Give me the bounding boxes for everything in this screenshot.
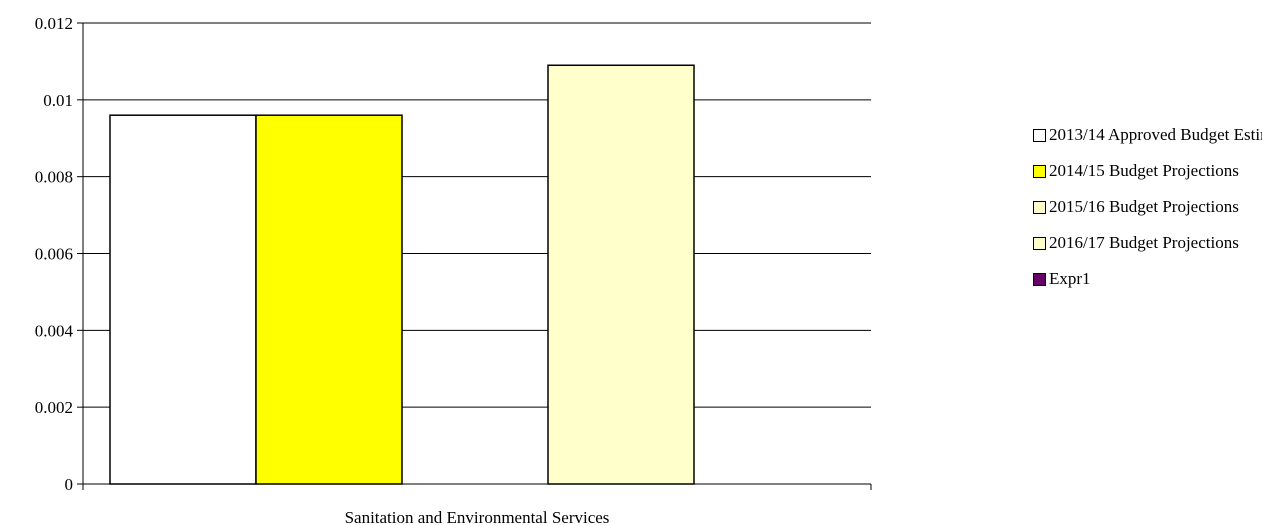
- legend-label: 2015/16 Budget Projections: [1049, 197, 1239, 216]
- y-tick-label: 0.01: [43, 91, 73, 110]
- legend-item: 2014/15 Budget Projections: [1033, 153, 1262, 189]
- x-category-label: Sanitation and Environmental Services: [345, 508, 610, 525]
- legend-label: 2016/17 Budget Projections: [1049, 233, 1239, 252]
- legend-swatch: [1033, 200, 1046, 214]
- y-tick-label: 0.006: [35, 245, 73, 264]
- y-tick-label: 0.004: [35, 321, 74, 340]
- legend-item: 2013/14 Approved Budget Estimates: [1033, 117, 1262, 153]
- legend-item: Expr1: [1033, 261, 1262, 297]
- legend-swatch: [1033, 128, 1046, 142]
- y-tick-label: 0.002: [35, 398, 73, 417]
- legend: 2013/14 Approved Budget Estimates 2014/15…: [1033, 117, 1262, 297]
- legend-swatch: [1033, 236, 1046, 250]
- y-tick-label: 0.012: [35, 14, 73, 33]
- y-tick-label: 0.008: [35, 168, 73, 187]
- legend-label: 2013/14 Approved Budget Estimates: [1049, 125, 1262, 144]
- bar: [109, 114, 257, 485]
- bar: [547, 64, 695, 485]
- legend-label: Expr1: [1049, 269, 1091, 288]
- legend-item: 2015/16 Budget Projections: [1033, 189, 1262, 225]
- legend-item: 2016/17 Budget Projections: [1033, 225, 1262, 261]
- legend-swatch: [1033, 272, 1046, 286]
- bar: [255, 114, 403, 485]
- y-tick-label: 0: [65, 475, 74, 494]
- legend-label: 2014/15 Budget Projections: [1049, 161, 1239, 180]
- legend-swatch: [1033, 164, 1046, 178]
